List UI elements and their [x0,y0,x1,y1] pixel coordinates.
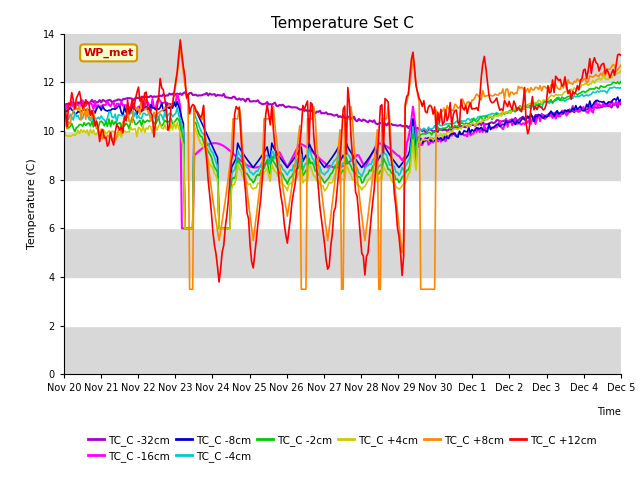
Text: Time: Time [597,407,621,417]
Bar [64,228,621,277]
Bar [64,131,621,180]
Bar [64,326,621,374]
Bar [64,180,621,228]
Text: WP_met: WP_met [83,48,134,58]
Title: Temperature Set C: Temperature Set C [271,16,414,31]
Bar [64,34,621,82]
Y-axis label: Temperature (C): Temperature (C) [27,158,37,250]
Legend: TC_C -32cm, TC_C -16cm, TC_C -8cm, TC_C -4cm, TC_C -2cm, TC_C +4cm, TC_C +8cm, T: TC_C -32cm, TC_C -16cm, TC_C -8cm, TC_C … [84,431,601,466]
Bar [64,82,621,131]
Bar [64,277,621,326]
